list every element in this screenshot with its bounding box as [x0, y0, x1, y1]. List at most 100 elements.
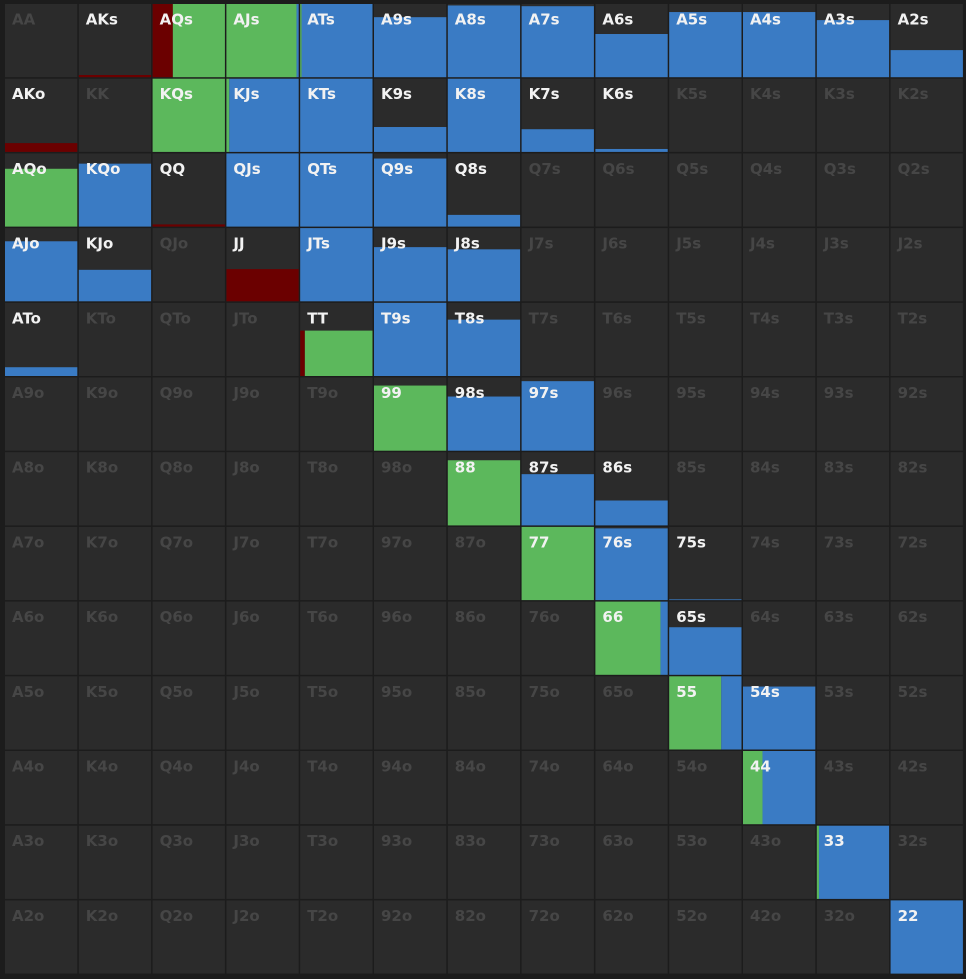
hand-cell[interactable]: [300, 601, 373, 675]
hand-cell[interactable]: [5, 4, 78, 78]
hand-cell[interactable]: [5, 676, 78, 750]
hand-cell[interactable]: [78, 825, 152, 899]
hand-cell[interactable]: [669, 302, 742, 376]
hand-cell[interactable]: [890, 526, 963, 601]
hand-cell[interactable]: [374, 825, 447, 899]
hand-cell[interactable]: [595, 825, 668, 899]
hand-cell[interactable]: [300, 526, 373, 601]
hand-cell[interactable]: [743, 302, 816, 376]
hand-cell[interactable]: [890, 676, 963, 750]
hand-cell[interactable]: [226, 751, 299, 825]
hand-cell[interactable]: [78, 377, 152, 451]
hand-cell[interactable]: [595, 900, 668, 974]
hand-cell[interactable]: [5, 377, 78, 451]
hand-cell[interactable]: [152, 228, 225, 302]
hand-cell[interactable]: [890, 601, 963, 675]
hand-cell[interactable]: [669, 377, 742, 451]
hand-cell[interactable]: [816, 601, 890, 675]
hand-cell[interactable]: [669, 526, 742, 601]
hand-cell[interactable]: [300, 751, 373, 825]
hand-cell[interactable]: [78, 900, 152, 974]
hand-cell[interactable]: [374, 452, 447, 526]
hand-cell[interactable]: [374, 526, 447, 601]
hand-cell[interactable]: [5, 302, 78, 376]
hand-cell[interactable]: [78, 676, 152, 750]
hand-cell[interactable]: [890, 452, 963, 526]
hand-cell[interactable]: [521, 900, 594, 974]
hand-cell[interactable]: [447, 900, 521, 974]
hand-cell[interactable]: [78, 302, 152, 376]
hand-cell[interactable]: [5, 78, 78, 152]
hand-cell[interactable]: [669, 78, 742, 152]
hand-cell[interactable]: [890, 153, 963, 227]
hand-cell[interactable]: [78, 452, 152, 526]
hand-cell[interactable]: [300, 900, 373, 974]
hand-cell[interactable]: [152, 452, 225, 526]
hand-cell[interactable]: [300, 377, 373, 451]
hand-cell[interactable]: [743, 825, 816, 899]
hand-cell[interactable]: [300, 452, 373, 526]
hand-cell[interactable]: [152, 601, 225, 675]
hand-cell[interactable]: [226, 825, 299, 899]
hand-cell[interactable]: [226, 377, 299, 451]
hand-cell[interactable]: [5, 526, 78, 601]
hand-cell[interactable]: [152, 751, 225, 825]
hand-cell[interactable]: [374, 751, 447, 825]
hand-cell[interactable]: [890, 751, 963, 825]
hand-cell[interactable]: [521, 825, 594, 899]
hand-cell[interactable]: [743, 153, 816, 227]
hand-cell[interactable]: [521, 751, 594, 825]
hand-cell[interactable]: [447, 153, 521, 227]
hand-cell[interactable]: [447, 526, 521, 601]
hand-cell[interactable]: [152, 526, 225, 601]
hand-cell[interactable]: [595, 302, 668, 376]
hand-cell[interactable]: [595, 153, 668, 227]
hand-cell[interactable]: [816, 751, 890, 825]
hand-cell[interactable]: [300, 825, 373, 899]
hand-cell[interactable]: [890, 302, 963, 376]
hand-cell[interactable]: [743, 452, 816, 526]
hand-cell[interactable]: [521, 302, 594, 376]
hand-cell[interactable]: [152, 825, 225, 899]
hand-cell[interactable]: [816, 78, 890, 152]
hand-cell[interactable]: [743, 377, 816, 451]
hand-cell[interactable]: [152, 676, 225, 750]
hand-cell[interactable]: [374, 900, 447, 974]
hand-cell[interactable]: [374, 601, 447, 675]
hand-cell[interactable]: [78, 751, 152, 825]
hand-cell[interactable]: [447, 751, 521, 825]
hand-cell[interactable]: [890, 377, 963, 451]
hand-cell[interactable]: [669, 153, 742, 227]
hand-cell[interactable]: [816, 228, 890, 302]
hand-cell[interactable]: [595, 78, 668, 152]
hand-cell[interactable]: [595, 377, 668, 451]
hand-cell[interactable]: [521, 601, 594, 675]
hand-cell[interactable]: [743, 78, 816, 152]
hand-cell[interactable]: [447, 825, 521, 899]
hand-cell[interactable]: [300, 676, 373, 750]
hand-cell[interactable]: [669, 825, 742, 899]
hand-cell[interactable]: [152, 302, 225, 376]
hand-cell[interactable]: [595, 228, 668, 302]
hand-cell[interactable]: [816, 452, 890, 526]
hand-cell[interactable]: [743, 526, 816, 601]
hand-cell[interactable]: [890, 78, 963, 152]
hand-cell[interactable]: [521, 676, 594, 750]
hand-cell[interactable]: [152, 153, 225, 227]
hand-cell[interactable]: [226, 601, 299, 675]
hand-cell[interactable]: [78, 601, 152, 675]
hand-cell[interactable]: [226, 452, 299, 526]
hand-cell[interactable]: [669, 900, 742, 974]
hand-cell[interactable]: [5, 601, 78, 675]
hand-cell[interactable]: [890, 825, 963, 899]
hand-cell[interactable]: [5, 452, 78, 526]
hand-cell[interactable]: [816, 302, 890, 376]
hand-cell[interactable]: [595, 676, 668, 750]
hand-cell[interactable]: [669, 452, 742, 526]
hand-cell[interactable]: [743, 228, 816, 302]
hand-cell[interactable]: [890, 228, 963, 302]
hand-cell[interactable]: [78, 4, 152, 78]
hand-cell[interactable]: [743, 900, 816, 974]
hand-cell[interactable]: [226, 676, 299, 750]
hand-cell[interactable]: [816, 676, 890, 750]
